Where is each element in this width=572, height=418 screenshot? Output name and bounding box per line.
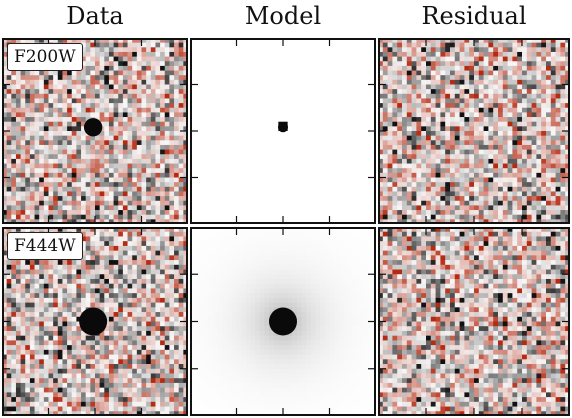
panel-image <box>190 38 376 224</box>
point-source <box>278 122 288 133</box>
column-title-model: Model <box>244 2 322 30</box>
panel-f200w-data: F200W <box>2 38 188 224</box>
panel-image <box>2 38 188 224</box>
pixel-grid <box>2 38 188 224</box>
point-source <box>79 307 108 336</box>
column-title-residual: Residual <box>421 2 527 30</box>
filter-label: F444W <box>7 232 83 260</box>
filter-label: F200W <box>7 43 83 71</box>
panel-image <box>378 227 570 416</box>
pixel-grid <box>378 38 570 224</box>
tick-marks <box>191 39 375 223</box>
pixel-grid <box>190 38 376 224</box>
pixel-grid <box>378 227 570 416</box>
tick-marks <box>379 39 569 223</box>
panel-image <box>378 38 570 224</box>
panel-f444w-residual <box>378 227 570 416</box>
panel-f200w-residual <box>378 38 570 224</box>
panel-f200w-model <box>190 38 376 224</box>
panel-f444w-model <box>190 227 376 416</box>
point-source <box>269 307 297 336</box>
panel-f444w-data: F444W <box>2 227 188 416</box>
tick-marks <box>379 228 569 415</box>
panel-image <box>190 227 376 416</box>
pixel-grid <box>190 227 376 416</box>
column-title-data: Data <box>66 2 124 30</box>
point-source <box>83 118 103 137</box>
tick-marks <box>191 228 375 415</box>
